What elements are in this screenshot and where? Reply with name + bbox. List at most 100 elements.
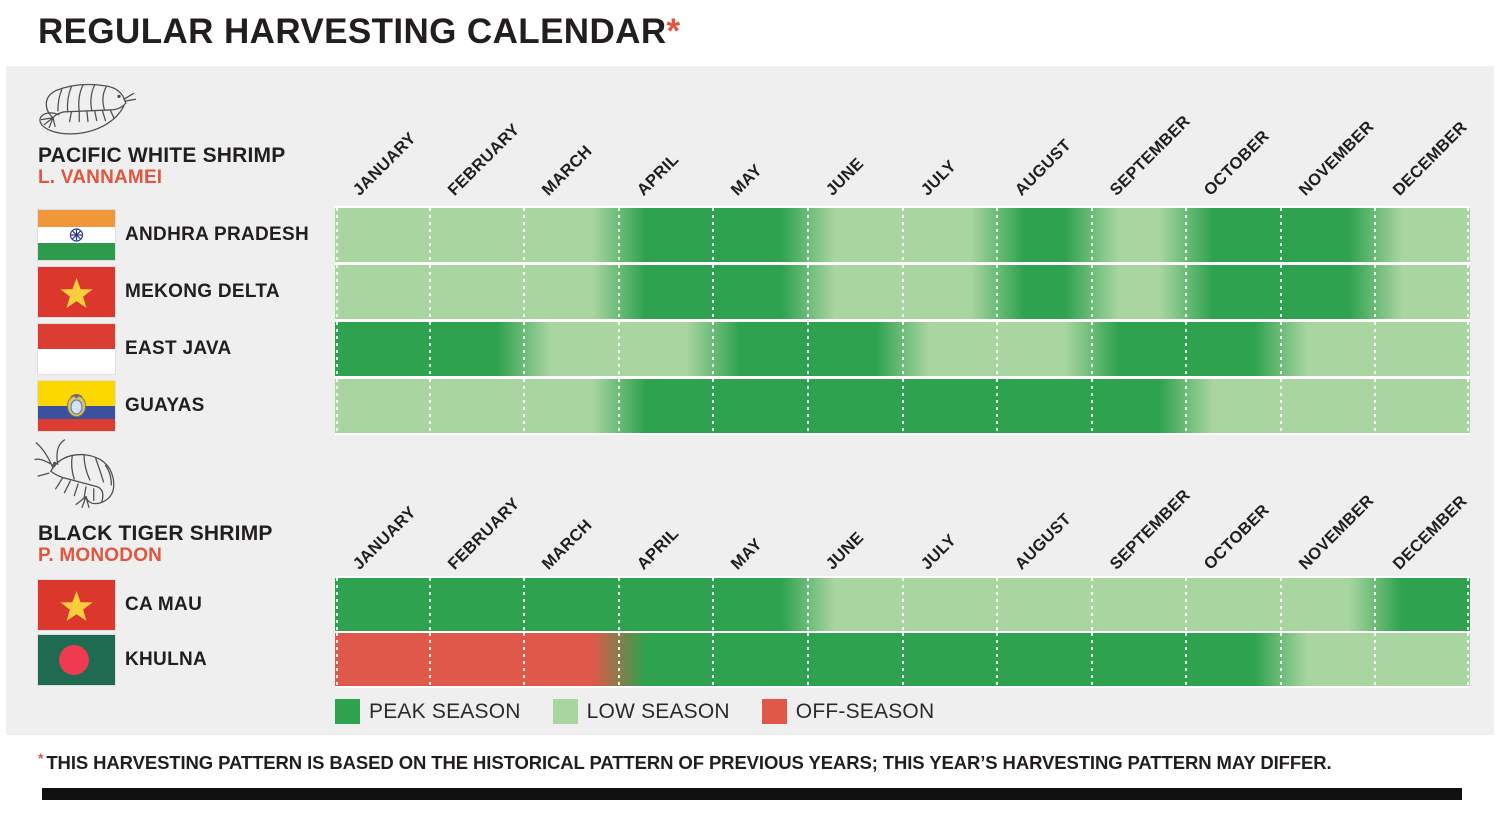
season-bar-ca-mau xyxy=(335,578,1470,631)
peak-season-swatch-icon xyxy=(335,699,360,724)
month-separator xyxy=(617,265,620,319)
month-separator xyxy=(806,208,809,262)
month-separator xyxy=(1279,208,1282,262)
month-separator xyxy=(1279,379,1282,433)
month-separator xyxy=(712,265,715,319)
month-separator xyxy=(1185,379,1188,433)
month-separator xyxy=(996,578,999,631)
month-separator xyxy=(712,322,715,376)
month-separator xyxy=(996,633,999,686)
month-separator xyxy=(523,633,526,686)
month-separator xyxy=(336,322,338,376)
low-season-swatch-icon xyxy=(552,699,578,724)
month-separator xyxy=(1090,322,1093,376)
legend-item-peak: PEAK SEASON xyxy=(335,699,521,724)
month-separator xyxy=(1279,578,1282,631)
month-separator xyxy=(996,379,999,433)
month-separator xyxy=(901,578,904,631)
region-label-ca-mau: CA MAU xyxy=(125,593,203,615)
month-separator xyxy=(1185,265,1188,319)
flag-ecuador-icon xyxy=(38,381,115,431)
month-separator xyxy=(1374,633,1377,686)
month-separator xyxy=(523,578,526,631)
month-separator xyxy=(1374,265,1377,319)
month-separator xyxy=(712,578,715,631)
species-name-black-tiger-shrimp: BLACK TIGER SHRIMP xyxy=(38,522,273,545)
month-separator xyxy=(996,322,999,376)
month-separator xyxy=(336,578,338,631)
species-name-pacific-white-shrimp: PACIFIC WHITE SHRIMP xyxy=(38,144,286,167)
month-separator xyxy=(806,578,809,631)
month-separator xyxy=(901,633,904,686)
month-separator xyxy=(1467,379,1469,433)
page-title-text: REGULAR HARVESTING CALENDAR xyxy=(38,12,667,51)
region-label-andhra-pradesh: ANDHRA PRADESH xyxy=(125,224,310,245)
month-separator xyxy=(428,265,431,319)
footnote-text: THIS HARVESTING PATTERN IS BASED ON THE … xyxy=(46,752,1332,773)
month-separator xyxy=(1090,379,1093,433)
month-separator xyxy=(901,322,904,376)
month-separator xyxy=(617,379,620,433)
month-separator xyxy=(996,265,999,319)
legend-label: PEAK SEASON xyxy=(369,699,521,723)
region-label-mekong-delta: MEKONG DELTA xyxy=(125,281,280,302)
month-separator xyxy=(617,208,620,262)
flag-bangladesh-icon xyxy=(38,634,115,685)
month-separator xyxy=(428,379,431,433)
flag-indonesia-icon xyxy=(38,324,115,374)
month-separator xyxy=(336,633,338,686)
month-separator xyxy=(1374,208,1377,262)
page-title: REGULAR HARVESTING CALENDAR* xyxy=(38,12,681,52)
month-separator xyxy=(1467,322,1469,376)
season-bar-khulna xyxy=(335,633,1470,686)
tiger-shrimp-icon xyxy=(32,438,136,522)
month-separator xyxy=(1279,265,1282,319)
month-separator xyxy=(1374,379,1377,433)
month-separator xyxy=(901,208,904,262)
month-separator xyxy=(901,379,904,433)
season-legend: PEAK SEASON LOW SEASON OFF-SEASON xyxy=(335,699,934,724)
region-label-guayas: GUAYAS xyxy=(125,395,205,416)
month-separator xyxy=(1374,578,1377,631)
month-separator xyxy=(617,633,620,686)
month-separator xyxy=(806,633,809,686)
month-separator xyxy=(1467,578,1469,631)
month-separator xyxy=(336,379,338,433)
month-separator xyxy=(1374,322,1377,376)
flag-vietnam-icon xyxy=(38,579,115,630)
month-separator xyxy=(428,578,431,631)
month-separator xyxy=(617,322,620,376)
month-separator xyxy=(1090,265,1093,319)
month-separator xyxy=(1090,578,1093,631)
flag-india-icon xyxy=(38,210,115,260)
month-separator xyxy=(428,322,431,376)
month-separator xyxy=(523,208,526,262)
month-separator xyxy=(1090,208,1093,262)
month-separator xyxy=(1467,265,1469,319)
month-separator xyxy=(1185,633,1188,686)
season-bar-mekong-delta xyxy=(335,265,1470,319)
season-bar-east-java xyxy=(335,322,1470,376)
month-separator xyxy=(1467,208,1469,262)
month-separator xyxy=(806,379,809,433)
bottom-rule xyxy=(42,788,1462,800)
month-separator xyxy=(712,208,715,262)
month-separator xyxy=(806,322,809,376)
month-separator xyxy=(336,208,338,262)
month-separator xyxy=(336,265,338,319)
region-label-khulna: KHULNA xyxy=(125,648,208,670)
legend-label: LOW SEASON xyxy=(586,699,730,723)
month-separator xyxy=(1279,322,1282,376)
month-separator xyxy=(1467,633,1469,686)
month-separator xyxy=(523,265,526,319)
month-separator xyxy=(996,208,999,262)
month-separator xyxy=(1185,208,1188,262)
footnote-asterisk: * xyxy=(38,750,44,766)
month-separator xyxy=(1185,322,1188,376)
month-separator xyxy=(901,265,904,319)
month-separator xyxy=(428,208,431,262)
legend-item-low: LOW SEASON xyxy=(552,699,730,724)
white-shrimp-icon xyxy=(28,76,146,140)
legend-item-off: OFF-SEASON xyxy=(761,699,935,724)
